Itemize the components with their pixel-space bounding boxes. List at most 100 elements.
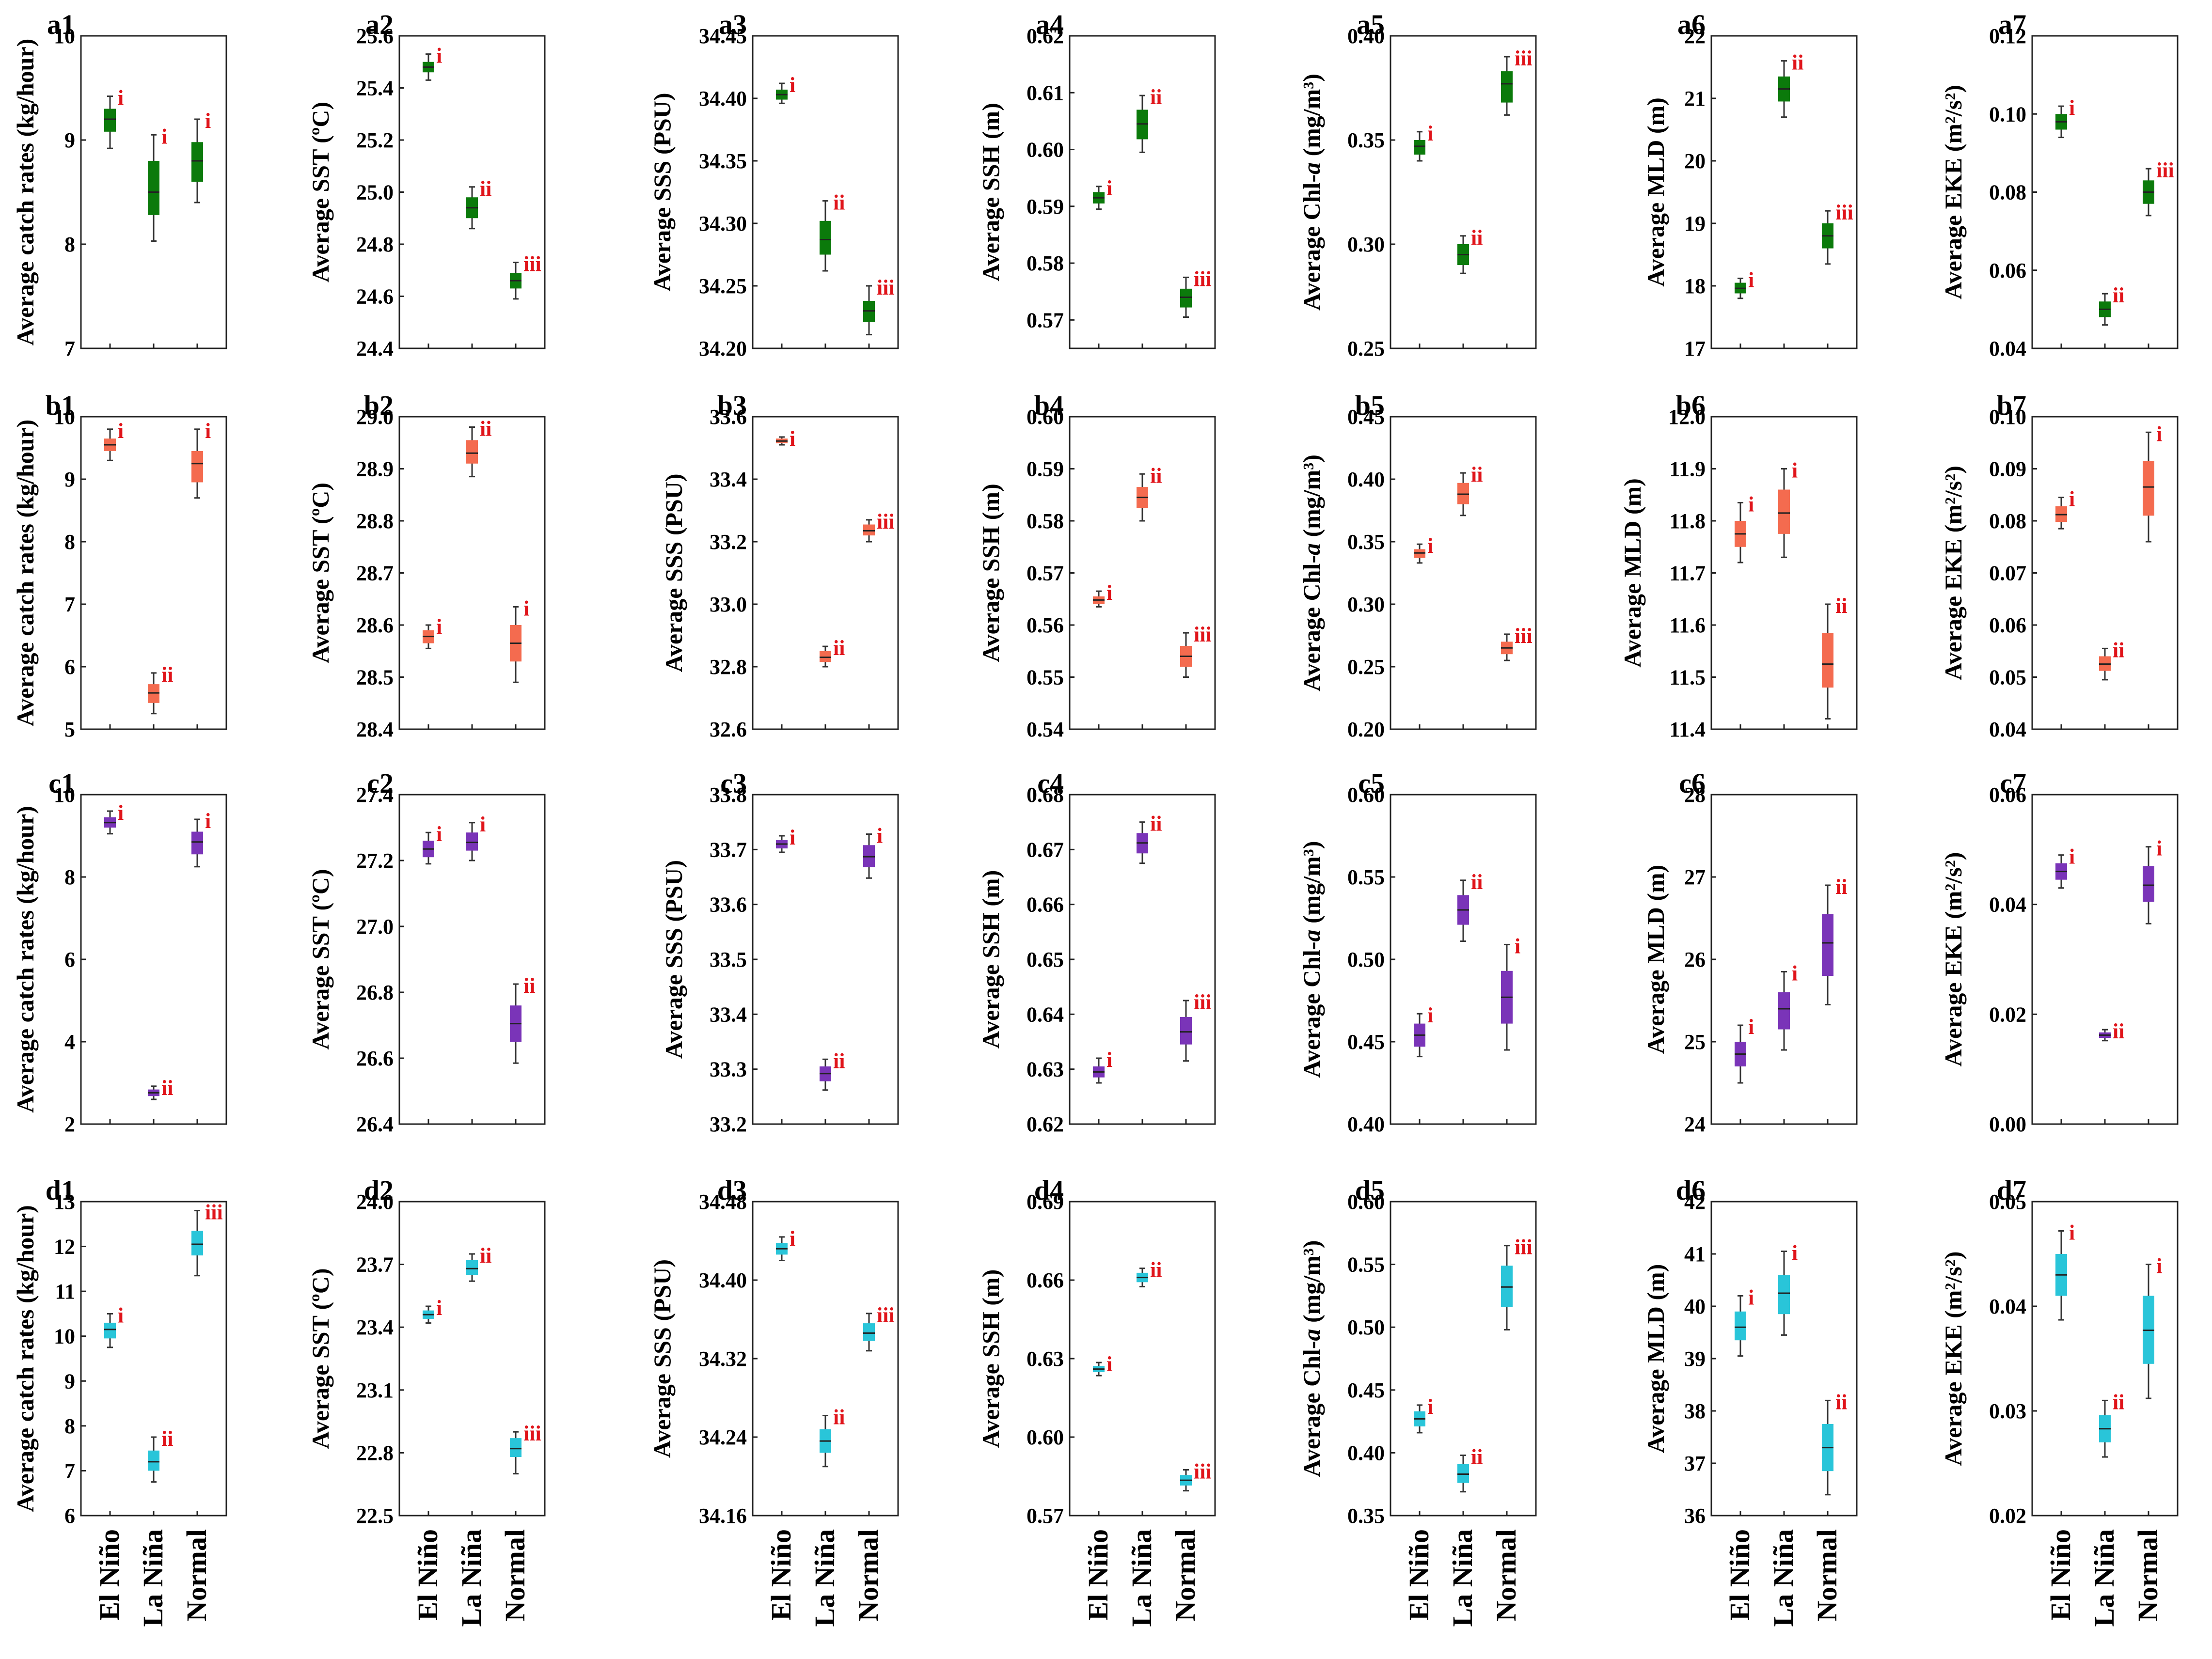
significance-label: ii bbox=[1471, 463, 1483, 486]
y-tick-label: 18 bbox=[1684, 274, 1706, 298]
y-tick-label: 0.04 bbox=[1989, 1295, 2026, 1318]
y-tick-label: 0.60 bbox=[1347, 1190, 1385, 1214]
y-tick-label: 28.5 bbox=[356, 666, 394, 689]
y-tick-label: 8 bbox=[64, 233, 75, 256]
box-iqr bbox=[1822, 914, 1833, 976]
y-tick-label: 0.05 bbox=[1989, 666, 2026, 689]
significance-label: iii bbox=[1194, 267, 1212, 291]
box-Normal: i bbox=[2143, 837, 2162, 924]
box-iqr bbox=[820, 220, 831, 255]
significance-label: i bbox=[1427, 534, 1433, 558]
y-tick-label: 41 bbox=[1684, 1242, 1706, 1266]
significance-label: ii bbox=[833, 1405, 845, 1429]
significance-label: iii bbox=[1194, 1460, 1212, 1484]
y-axis-label: Average SSH (m) bbox=[977, 103, 1004, 281]
category-label: Normal bbox=[853, 1529, 884, 1621]
y-tick-label: 0.25 bbox=[1347, 655, 1385, 679]
panel-b5: b5 0.20 0.25 0.30 0.35 0.40 0.45 Average Chl-a … bbox=[1298, 390, 1537, 741]
significance-label: i bbox=[118, 86, 124, 110]
y-tick-label: 0.60 bbox=[1027, 138, 1064, 162]
panel-a2: a2 24.4 24.6 24.8 25.0 25.2 25.4 25.6 Average SS… bbox=[307, 9, 546, 360]
significance-label: i bbox=[790, 1227, 795, 1251]
y-tick-label: 0.45 bbox=[1347, 1030, 1385, 1054]
y-tick-label: 20 bbox=[1684, 149, 1706, 173]
category-label: La Niña bbox=[456, 1529, 487, 1627]
significance-label: i bbox=[1427, 1003, 1433, 1027]
y-tick-label: 0.66 bbox=[1027, 1268, 1064, 1292]
box-Normal: iii bbox=[863, 276, 895, 336]
box-La Niña: ii bbox=[1137, 85, 1162, 153]
y-tick-label: 28.4 bbox=[356, 718, 394, 741]
y-axis-label: Average catch rates (kg/hour) bbox=[12, 420, 39, 727]
box-iqr bbox=[1778, 1275, 1790, 1315]
y-tick-label: 0.56 bbox=[1027, 613, 1064, 637]
significance-label: i bbox=[118, 801, 124, 825]
y-tick-label: 0.04 bbox=[1989, 893, 2026, 917]
panel-label: a1 bbox=[47, 9, 75, 40]
box-Normal: iii bbox=[1822, 201, 1853, 265]
plot-frame bbox=[398, 1201, 546, 1517]
y-tick-label: 9 bbox=[64, 468, 75, 491]
y-tick-label: 0.50 bbox=[1347, 1315, 1385, 1339]
plot-frame bbox=[1069, 1201, 1216, 1517]
significance-label: iii bbox=[1194, 990, 1212, 1014]
y-axis-label: Average SSS (PSU) bbox=[648, 93, 676, 291]
box-Normal: iii bbox=[1180, 1460, 1212, 1492]
y-tick-label: 29.0 bbox=[356, 405, 394, 429]
plot-frame bbox=[2031, 1201, 2179, 1517]
significance-label: ii bbox=[480, 417, 491, 441]
significance-label: ii bbox=[1835, 875, 1847, 899]
y-axis-label: Average catch rates (kg/hour) bbox=[12, 1205, 39, 1512]
y-tick-label: 0.55 bbox=[1027, 666, 1064, 689]
panel-a3: a3 34.20 34.25 34.30 34.35 34.40 34.45 Average … bbox=[648, 9, 899, 360]
y-tick-label: 0.03 bbox=[1989, 1399, 2026, 1423]
y-tick-label: 27 bbox=[1684, 865, 1706, 889]
box-La Niña: i bbox=[1778, 1241, 1798, 1336]
y-tick-label: 0.08 bbox=[1989, 509, 2026, 533]
y-tick-label: 12 bbox=[54, 1235, 75, 1259]
category-label: Normal bbox=[1811, 1529, 1843, 1621]
y-tick-label: 6 bbox=[64, 948, 75, 971]
box-La Niña: ii bbox=[820, 1049, 845, 1091]
box-iqr bbox=[1735, 1311, 1746, 1341]
y-tick-label: 28.8 bbox=[356, 509, 394, 533]
significance-label: iii bbox=[523, 252, 541, 276]
y-tick-label: 33.0 bbox=[710, 593, 747, 616]
significance-label: i bbox=[877, 824, 883, 848]
y-tick-label: 22 bbox=[1684, 24, 1706, 48]
box-Normal: iii bbox=[1180, 990, 1212, 1062]
y-tick-label: 34.35 bbox=[699, 149, 747, 173]
y-tick-label: 19 bbox=[1684, 212, 1706, 235]
box-El Niño: i bbox=[1414, 122, 1433, 162]
y-tick-label: 11.8 bbox=[1669, 509, 1706, 533]
y-axis-label: Average EKE (m²/s²) bbox=[1940, 1252, 1967, 1466]
box-iqr bbox=[191, 831, 203, 855]
panel-label: c5 bbox=[1358, 767, 1385, 799]
box-Normal: i bbox=[510, 596, 529, 683]
y-tick-label: 34.40 bbox=[699, 87, 747, 110]
y-tick-label: 0.40 bbox=[1347, 1441, 1385, 1465]
box-iqr bbox=[1778, 489, 1790, 534]
box-Normal: ii bbox=[1822, 875, 1847, 1005]
y-tick-label: 0.63 bbox=[1027, 1058, 1064, 1081]
significance-label: ii bbox=[1150, 1258, 1162, 1282]
y-axis-label: Average Chl-a (mg/m³) bbox=[1298, 1240, 1325, 1477]
y-tick-label: 21 bbox=[1684, 87, 1706, 110]
significance-label: i bbox=[1748, 268, 1754, 292]
y-tick-label: 0.25 bbox=[1347, 337, 1385, 360]
y-axis-label: Average SSH (m) bbox=[977, 484, 1004, 662]
box-La Niña: ii bbox=[820, 1405, 845, 1468]
box-iqr bbox=[510, 1438, 521, 1457]
panel-label: d2 bbox=[364, 1174, 394, 1206]
plot-frame bbox=[752, 1201, 899, 1517]
plot-frame bbox=[1710, 416, 1858, 730]
y-axis-label: Average SST (ºC) bbox=[307, 102, 334, 282]
panel-label: c4 bbox=[1037, 767, 1064, 799]
significance-label: i bbox=[1748, 492, 1754, 516]
significance-label: i bbox=[205, 419, 211, 443]
significance-label: i bbox=[2156, 837, 2162, 861]
box-El Niño: i bbox=[1093, 1352, 1112, 1377]
box-Normal: ii bbox=[1822, 1390, 1847, 1496]
